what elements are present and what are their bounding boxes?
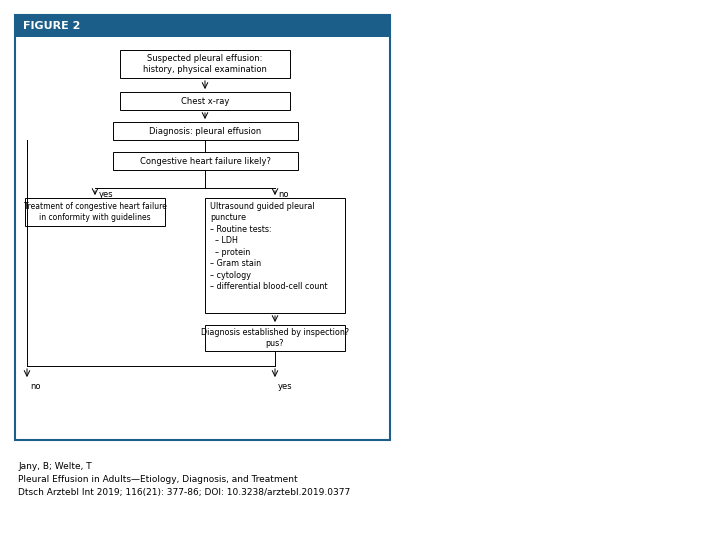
Text: Suspected pleural effusion:
history, physical examination: Suspected pleural effusion: history, phy… bbox=[143, 54, 267, 74]
Text: FIGURE 2: FIGURE 2 bbox=[23, 21, 81, 31]
Bar bbox=[15, 15, 390, 440]
Text: Congestive heart failure likely?: Congestive heart failure likely? bbox=[140, 157, 271, 165]
Text: Treatment of congestive heart failure
in conformity with guidelines: Treatment of congestive heart failure in… bbox=[24, 202, 166, 222]
Bar bbox=[112, 152, 297, 170]
Bar bbox=[120, 50, 290, 78]
Text: Diagnosis: pleural effusion: Diagnosis: pleural effusion bbox=[149, 126, 261, 136]
Text: Diagnosis established by inspection?
pus?: Diagnosis established by inspection? pus… bbox=[201, 328, 349, 348]
Text: yes: yes bbox=[278, 382, 292, 391]
Bar bbox=[120, 92, 290, 110]
Bar bbox=[15, 15, 390, 37]
Bar bbox=[25, 198, 165, 226]
Bar bbox=[112, 122, 297, 140]
Text: Ultrasound guided pleural
puncture
– Routine tests:
  – LDH
  – protein
– Gram s: Ultrasound guided pleural puncture – Rou… bbox=[210, 202, 328, 291]
Text: yes: yes bbox=[99, 190, 114, 199]
Text: no: no bbox=[30, 382, 40, 391]
Text: no: no bbox=[278, 190, 289, 199]
Text: Jany, B; Welte, T: Jany, B; Welte, T bbox=[18, 462, 91, 471]
Text: Chest x-ray: Chest x-ray bbox=[181, 97, 229, 105]
Text: Pleural Effusion in Adults—Etiology, Diagnosis, and Treatment: Pleural Effusion in Adults—Etiology, Dia… bbox=[18, 475, 297, 484]
Bar bbox=[205, 325, 345, 351]
Bar bbox=[205, 198, 345, 313]
Text: Dtsch Arztebl Int 2019; 116(21): 377-86; DOI: 10.3238/arztebl.2019.0377: Dtsch Arztebl Int 2019; 116(21): 377-86;… bbox=[18, 488, 350, 497]
